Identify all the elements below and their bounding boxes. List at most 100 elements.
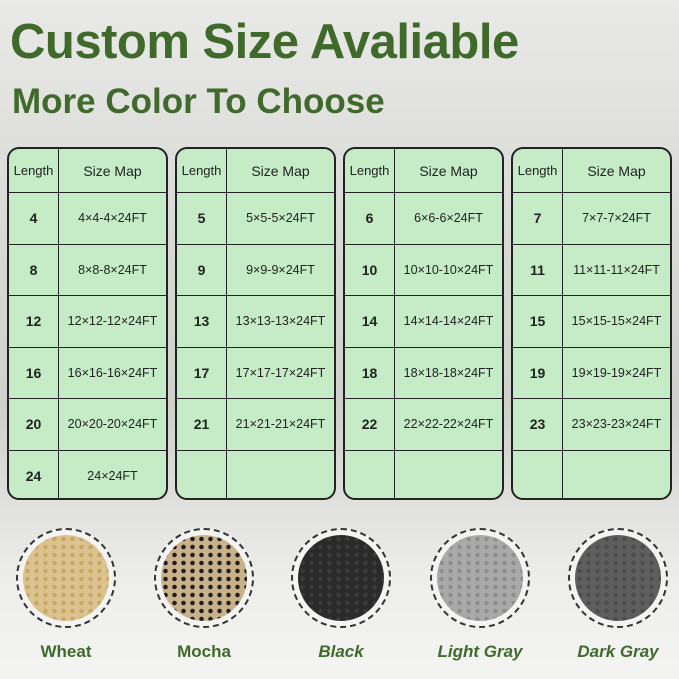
size-cell: 19×19-19×24FT: [571, 365, 662, 380]
length-cell: 9: [177, 244, 227, 295]
size-cell: [227, 451, 334, 499]
table-row: 9 9×9-9×24FT: [177, 244, 334, 296]
size-cell: [563, 451, 670, 499]
size-cell: 6×6-6×24FT: [414, 211, 483, 226]
table-row: 6 6×6-6×24FT: [345, 193, 502, 245]
table-row: 11 11×11-11×24FT: [513, 244, 670, 296]
table-row: 10 10×10-10×24FT: [345, 244, 502, 296]
size-cell: [395, 451, 502, 499]
length-cell: 14: [345, 296, 395, 347]
table-row: [513, 450, 670, 499]
size-table: Length Size Map 7 7×7-7×24FT 11 11×11-11×24FT…: [511, 147, 672, 500]
table-header: Length Size Map: [177, 149, 334, 193]
length-header: Length: [9, 149, 59, 192]
size-map-header: Size Map: [251, 162, 310, 179]
table-row: 8 8×8-8×24FT: [9, 244, 166, 296]
table-row: 13 13×13-13×24FT: [177, 296, 334, 348]
size-cell: 5×5-5×24FT: [246, 211, 315, 226]
size-map-header: Size Map: [419, 162, 478, 179]
size-cell: 14×14-14×24FT: [403, 314, 494, 329]
length-cell: [177, 450, 227, 498]
table-row: 17 17×17-17×24FT: [177, 347, 334, 399]
length-cell: [513, 450, 563, 498]
size-cell: 9×9-9×24FT: [246, 262, 315, 277]
color-label: Black: [318, 642, 364, 661]
color-swatch[interactable]: [16, 528, 116, 628]
length-cell: 21: [177, 399, 227, 450]
length-cell: 15: [513, 296, 563, 347]
size-table: Length Size Map 5 5×5-5×24FT 9 9×9-9×24FT 13 13…: [175, 147, 336, 500]
table-row: 19 19×19-19×24FT: [513, 347, 670, 399]
color-label: Light Gray: [437, 642, 523, 661]
size-cell: 20×20-20×24FT: [67, 417, 158, 432]
size-table: Length Size Map 4 4×4-4×24FT 8 8×8-8×24FT 12 12…: [7, 147, 168, 500]
table-row: 23 23×23-23×24FT: [513, 399, 670, 451]
length-cell: 24: [9, 450, 59, 498]
length-cell: 16: [9, 347, 59, 398]
table-row: 21 21×21-21×24FT: [177, 399, 334, 451]
length-cell: 5: [177, 193, 227, 244]
length-cell: 17: [177, 347, 227, 398]
length-cell: 7: [513, 193, 563, 244]
table-header: Length Size Map: [513, 149, 670, 193]
table-row: [177, 450, 334, 499]
length-cell: 8: [9, 244, 59, 295]
length-header: Length: [345, 149, 395, 192]
subheadline: More Color To Choose: [12, 82, 385, 121]
length-cell: 19: [513, 347, 563, 398]
size-cell: 23×23-23×24FT: [571, 417, 662, 432]
table-header: Length Size Map: [345, 149, 502, 193]
length-cell: 13: [177, 296, 227, 347]
table-row: 12 12×12-12×24FT: [9, 296, 166, 348]
table-row: 22 22×22-22×24FT: [345, 399, 502, 451]
size-table: Length Size Map 6 6×6-6×24FT 10 10×10-10×24FT…: [343, 147, 504, 500]
size-cell: 11×11-11×24FT: [573, 262, 660, 277]
length-cell: 12: [9, 296, 59, 347]
table-row: 5 5×5-5×24FT: [177, 193, 334, 245]
length-cell: 22: [345, 399, 395, 450]
color-swatch[interactable]: [430, 528, 530, 628]
headline: Custom Size Avaliable: [10, 15, 519, 69]
size-cell: 8×8-8×24FT: [78, 262, 147, 277]
length-cell: 11: [513, 244, 563, 295]
table-row: 18 18×18-18×24FT: [345, 347, 502, 399]
color-swatch[interactable]: [154, 528, 254, 628]
size-cell: 12×12-12×24FT: [67, 314, 158, 329]
size-cell: 24×24FT: [87, 469, 138, 484]
length-cell: 6: [345, 193, 395, 244]
size-cell: 15×15-15×24FT: [571, 314, 662, 329]
table-row: 20 20×20-20×24FT: [9, 399, 166, 451]
table-row: 15 15×15-15×24FT: [513, 296, 670, 348]
length-cell: 10: [345, 244, 395, 295]
table-row: 7 7×7-7×24FT: [513, 193, 670, 245]
length-cell: 4: [9, 193, 59, 244]
size-cell: 21×21-21×24FT: [235, 417, 326, 432]
color-swatch[interactable]: [568, 528, 668, 628]
table-row: 4 4×4-4×24FT: [9, 193, 166, 245]
table-row: 16 16×16-16×24FT: [9, 347, 166, 399]
color-swatch[interactable]: [291, 528, 391, 628]
size-cell: 7×7-7×24FT: [582, 211, 651, 226]
length-header: Length: [177, 149, 227, 192]
length-cell: [345, 450, 395, 498]
length-header: Length: [513, 149, 563, 192]
size-cell: 22×22-22×24FT: [403, 417, 494, 432]
size-cell: 4×4-4×24FT: [78, 211, 147, 226]
table-header: Length Size Map: [9, 149, 166, 193]
size-map-header: Size Map: [83, 162, 142, 179]
length-cell: 23: [513, 399, 563, 450]
size-cell: 17×17-17×24FT: [235, 365, 326, 380]
length-cell: 20: [9, 399, 59, 450]
length-cell: 18: [345, 347, 395, 398]
table-row: 14 14×14-14×24FT: [345, 296, 502, 348]
color-label: Mocha: [177, 642, 231, 661]
size-cell: 10×10-10×24FT: [403, 262, 494, 277]
size-cell: 13×13-13×24FT: [235, 314, 326, 329]
color-label: Wheat: [40, 642, 92, 661]
table-row: 24 24×24FT: [9, 450, 166, 498]
size-map-header: Size Map: [587, 162, 646, 179]
color-label: Dark Gray: [577, 642, 659, 661]
size-cell: 16×16-16×24FT: [67, 365, 158, 380]
table-row: [345, 450, 502, 499]
size-cell: 18×18-18×24FT: [403, 365, 494, 380]
